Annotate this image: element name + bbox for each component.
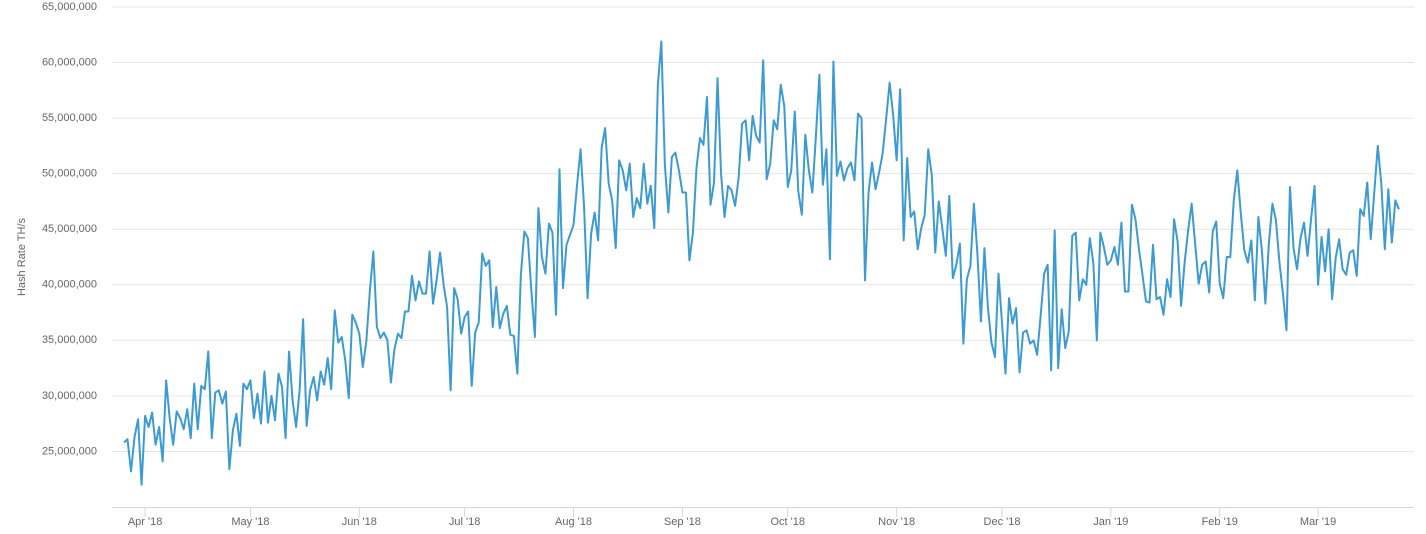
y-tick-label: 65,000,000 <box>42 1 97 13</box>
x-tick-label: Nov '18 <box>878 516 915 528</box>
x-tick-label: Jun '18 <box>342 516 377 528</box>
x-tick-label: Apr '18 <box>128 516 163 528</box>
y-tick-label: 55,000,000 <box>42 112 97 124</box>
x-tick-label: May '18 <box>231 516 269 528</box>
x-tick-label: Aug '18 <box>555 516 592 528</box>
x-tick-label: Oct '18 <box>771 516 806 528</box>
y-tick-label: 30,000,000 <box>42 390 97 402</box>
x-tick-label: Jan '19 <box>1093 516 1128 528</box>
y-tick-label: 35,000,000 <box>42 334 97 346</box>
y-tick-label: 50,000,000 <box>42 168 97 180</box>
x-tick-label: Mar '19 <box>1300 516 1336 528</box>
y-tick-label: 45,000,000 <box>42 223 97 235</box>
y-axis-title: Hash Rate TH/s <box>16 217 28 296</box>
x-tick-label: Jul '18 <box>449 516 480 528</box>
x-tick-label: Feb '19 <box>1202 516 1238 528</box>
x-tick-label: Dec '18 <box>984 516 1021 528</box>
data-line <box>123 40 1400 486</box>
y-tick-label: 40,000,000 <box>42 279 97 291</box>
y-tick-label: 60,000,000 <box>42 56 97 68</box>
x-tick-label: Sep '18 <box>664 516 701 528</box>
y-tick-label: 25,000,000 <box>42 445 97 457</box>
